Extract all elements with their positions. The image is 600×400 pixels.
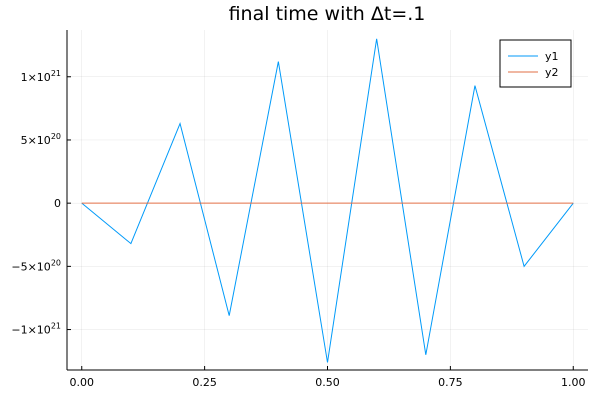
y-tick-label: −1×1021: [11, 322, 61, 337]
y-tick-label: 1×1021: [21, 69, 61, 84]
chart-title: final time with Δt=.1: [229, 3, 426, 25]
x-tick-label: 0.50: [315, 376, 340, 389]
grid: [67, 30, 588, 370]
series-layer: [81, 38, 574, 363]
y-tick-label: 5×1020: [21, 132, 61, 147]
x-tick-label: 0.00: [69, 376, 94, 389]
y-tick-label: −5×1020: [11, 258, 61, 273]
x-tick-label: 0.75: [438, 376, 463, 389]
legend-label-y2: y2: [545, 66, 559, 79]
legend-box: [499, 39, 572, 88]
x-tick-label: 1.00: [561, 376, 586, 389]
tick-labels: 0.00 0.25 0.50 0.75 1.00 1×1021 5×1020 0 −5×1020…: [11, 69, 585, 389]
x-tick-label: 0.25: [192, 376, 217, 389]
legend-label-y1: y1: [545, 50, 559, 63]
axes: [66, 30, 588, 371]
y-tick-label: 0: [54, 197, 61, 210]
series-line-y1: [81, 38, 574, 363]
